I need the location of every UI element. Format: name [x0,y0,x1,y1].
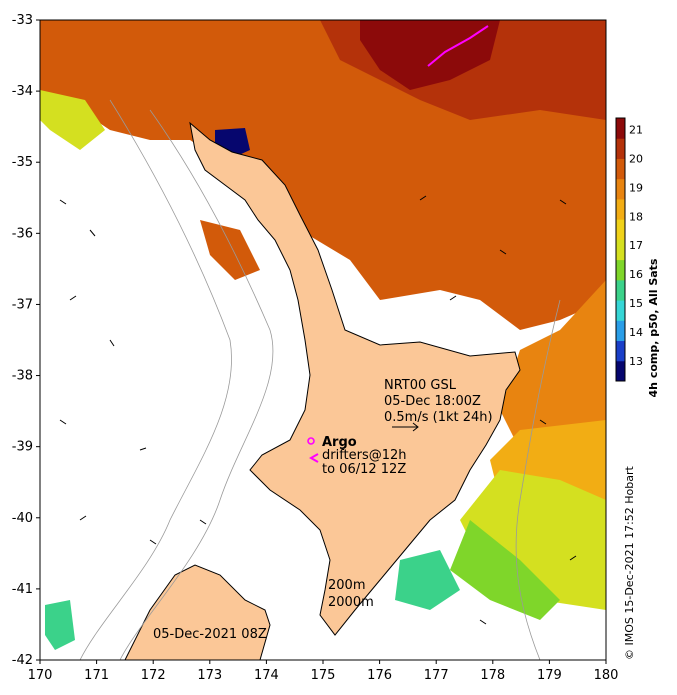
colorbar-tick-label: 17 [629,239,643,252]
sst-nw-yellow [40,90,105,150]
credit-text: © IMOS 15-Dec-2021 17:52 Hobart [623,465,636,660]
colorbar-segment [616,198,625,220]
x-tick-label: 176 [367,668,392,683]
colorbar-frame [615,117,626,382]
south-island [124,564,271,660]
sst-hot-core [360,20,500,90]
drifters-label-2: to 06/12 12Z [322,462,406,477]
y-tick-label: -38 [12,369,33,384]
x-tick-label: 172 [141,668,166,683]
sst-sw-green [45,600,75,650]
y-tick-label: -41 [12,582,33,597]
isobath-contours [79,99,561,660]
y-tick-label: -42 [12,653,33,668]
colorbar-segment [616,320,625,342]
reference-current-arrow [392,422,419,432]
drifter-tracks [308,25,489,463]
argo-label: Argo [322,435,357,450]
colorbar-segment [616,340,625,362]
colorbar-tick-label: 13 [629,355,643,368]
x-tick-label: 177 [424,668,449,683]
colorbar: 21 20 19 18 17 16 15 14 13 [615,117,643,382]
colorbar-tick-label: 16 [629,268,643,281]
y-tick-label: -40 [12,511,33,526]
y-axis: -33 -34 -35 -36 -37 -38 -39 -40 -41 -42 [12,13,40,668]
colorbar-segment [616,300,625,321]
current-speed: 0.5m/s (1kt 24h) [384,410,493,425]
colorbar-segment [616,138,625,159]
colorbar-tick-label: 21 [629,124,643,137]
colorbar-tick-label: 15 [629,297,643,310]
colorbar-segment [616,178,625,200]
argo-marker [307,437,315,445]
drifters-label-1: drifters@12h [322,448,407,463]
x-tick-label: 170 [28,668,53,683]
y-tick-label: -37 [12,297,33,312]
colorbar-tick-label: 14 [629,326,643,339]
sst-west-patch-1 [200,220,260,280]
sst-date-label: 05-Dec-2021 08Z [153,627,267,642]
sst-field [40,20,606,650]
isobath-2000-label: 2000m [328,595,374,610]
colorbar-segment [616,118,625,139]
colorbar-segment [616,360,625,382]
colorbar-tick-label: 18 [629,210,643,223]
y-tick-label: -34 [12,84,33,99]
x-tick-label: 173 [197,668,222,683]
north-island [189,121,521,636]
colorbar-segment [616,279,625,301]
x-tick-label: 174 [254,668,279,683]
y-tick-label: -39 [12,440,33,455]
current-time: 05-Dec 18:00Z [384,394,481,409]
y-tick-label: -36 [12,226,33,241]
colorbar-segment [616,259,625,281]
x-tick-label: 178 [480,668,505,683]
y-tick-label: -33 [12,13,33,28]
current-title: NRT00 GSL [384,378,457,393]
x-tick-label: 179 [537,668,562,683]
colorbar-segment [616,219,625,240]
x-tick-label: 180 [594,668,619,683]
x-tick-label: 175 [311,668,336,683]
colorbar-segment [616,239,625,261]
x-axis: 170 171 172 173 174 175 176 177 178 179 180 [28,660,619,683]
sst-east-green [450,520,560,620]
colorbar-label: 4h comp, p50, All Sats [647,258,660,397]
current-vectors [59,195,577,625]
y-tick-label: -35 [12,155,33,170]
sst-east-cool [460,470,606,610]
x-tick-label: 171 [84,668,109,683]
sst-south-green [395,550,460,610]
isobath-200-label: 200m [328,578,365,593]
colorbar-tick-label: 20 [629,152,643,165]
colorbar-segment [616,158,625,180]
colorbar-tick-label: 19 [629,181,643,194]
sst-mid-east [500,280,606,470]
